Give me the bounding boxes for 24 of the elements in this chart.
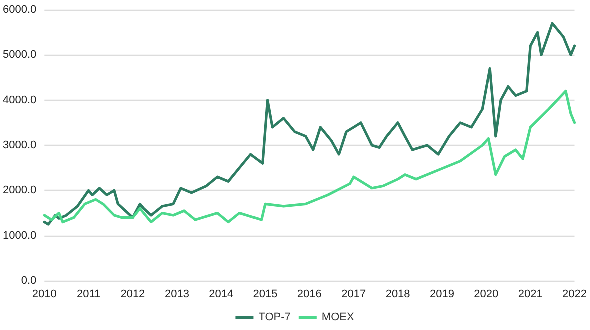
y-tick-label: 1000.0: [2, 230, 37, 242]
legend-label: MOEX: [322, 312, 355, 324]
y-tick-label: 6000.0: [2, 4, 37, 16]
x-tick-label: 2011: [76, 288, 101, 300]
x-tick-label: 2019: [430, 288, 454, 300]
x-tick-label: 2012: [120, 288, 146, 300]
y-tick-label: 5000.0: [2, 49, 37, 62]
x-tick-label: 2010: [32, 288, 57, 300]
x-tick-label: 2014: [209, 288, 234, 300]
x-tick-label: 2017: [342, 288, 366, 300]
y-tick-label: 2000.0: [2, 184, 37, 197]
line-series: [43, 90, 576, 224]
y-tick-label: 0.0: [21, 275, 37, 287]
x-tick-label: 2022: [562, 288, 588, 300]
x-tick-label: 2013: [164, 288, 190, 300]
x-tick-label: 2018: [386, 288, 410, 300]
x-tick-label: 2015: [253, 288, 278, 300]
legend-label: TOP-7: [258, 312, 291, 324]
x-tick-label: 2016: [297, 288, 322, 300]
line-series: [43, 22, 576, 226]
x-tick-label: 2020: [474, 288, 499, 300]
x-tick-label: 2021: [518, 288, 543, 300]
y-tick-label: 3000.0: [2, 140, 37, 152]
y-tick-label: 4000.0: [2, 94, 37, 106]
